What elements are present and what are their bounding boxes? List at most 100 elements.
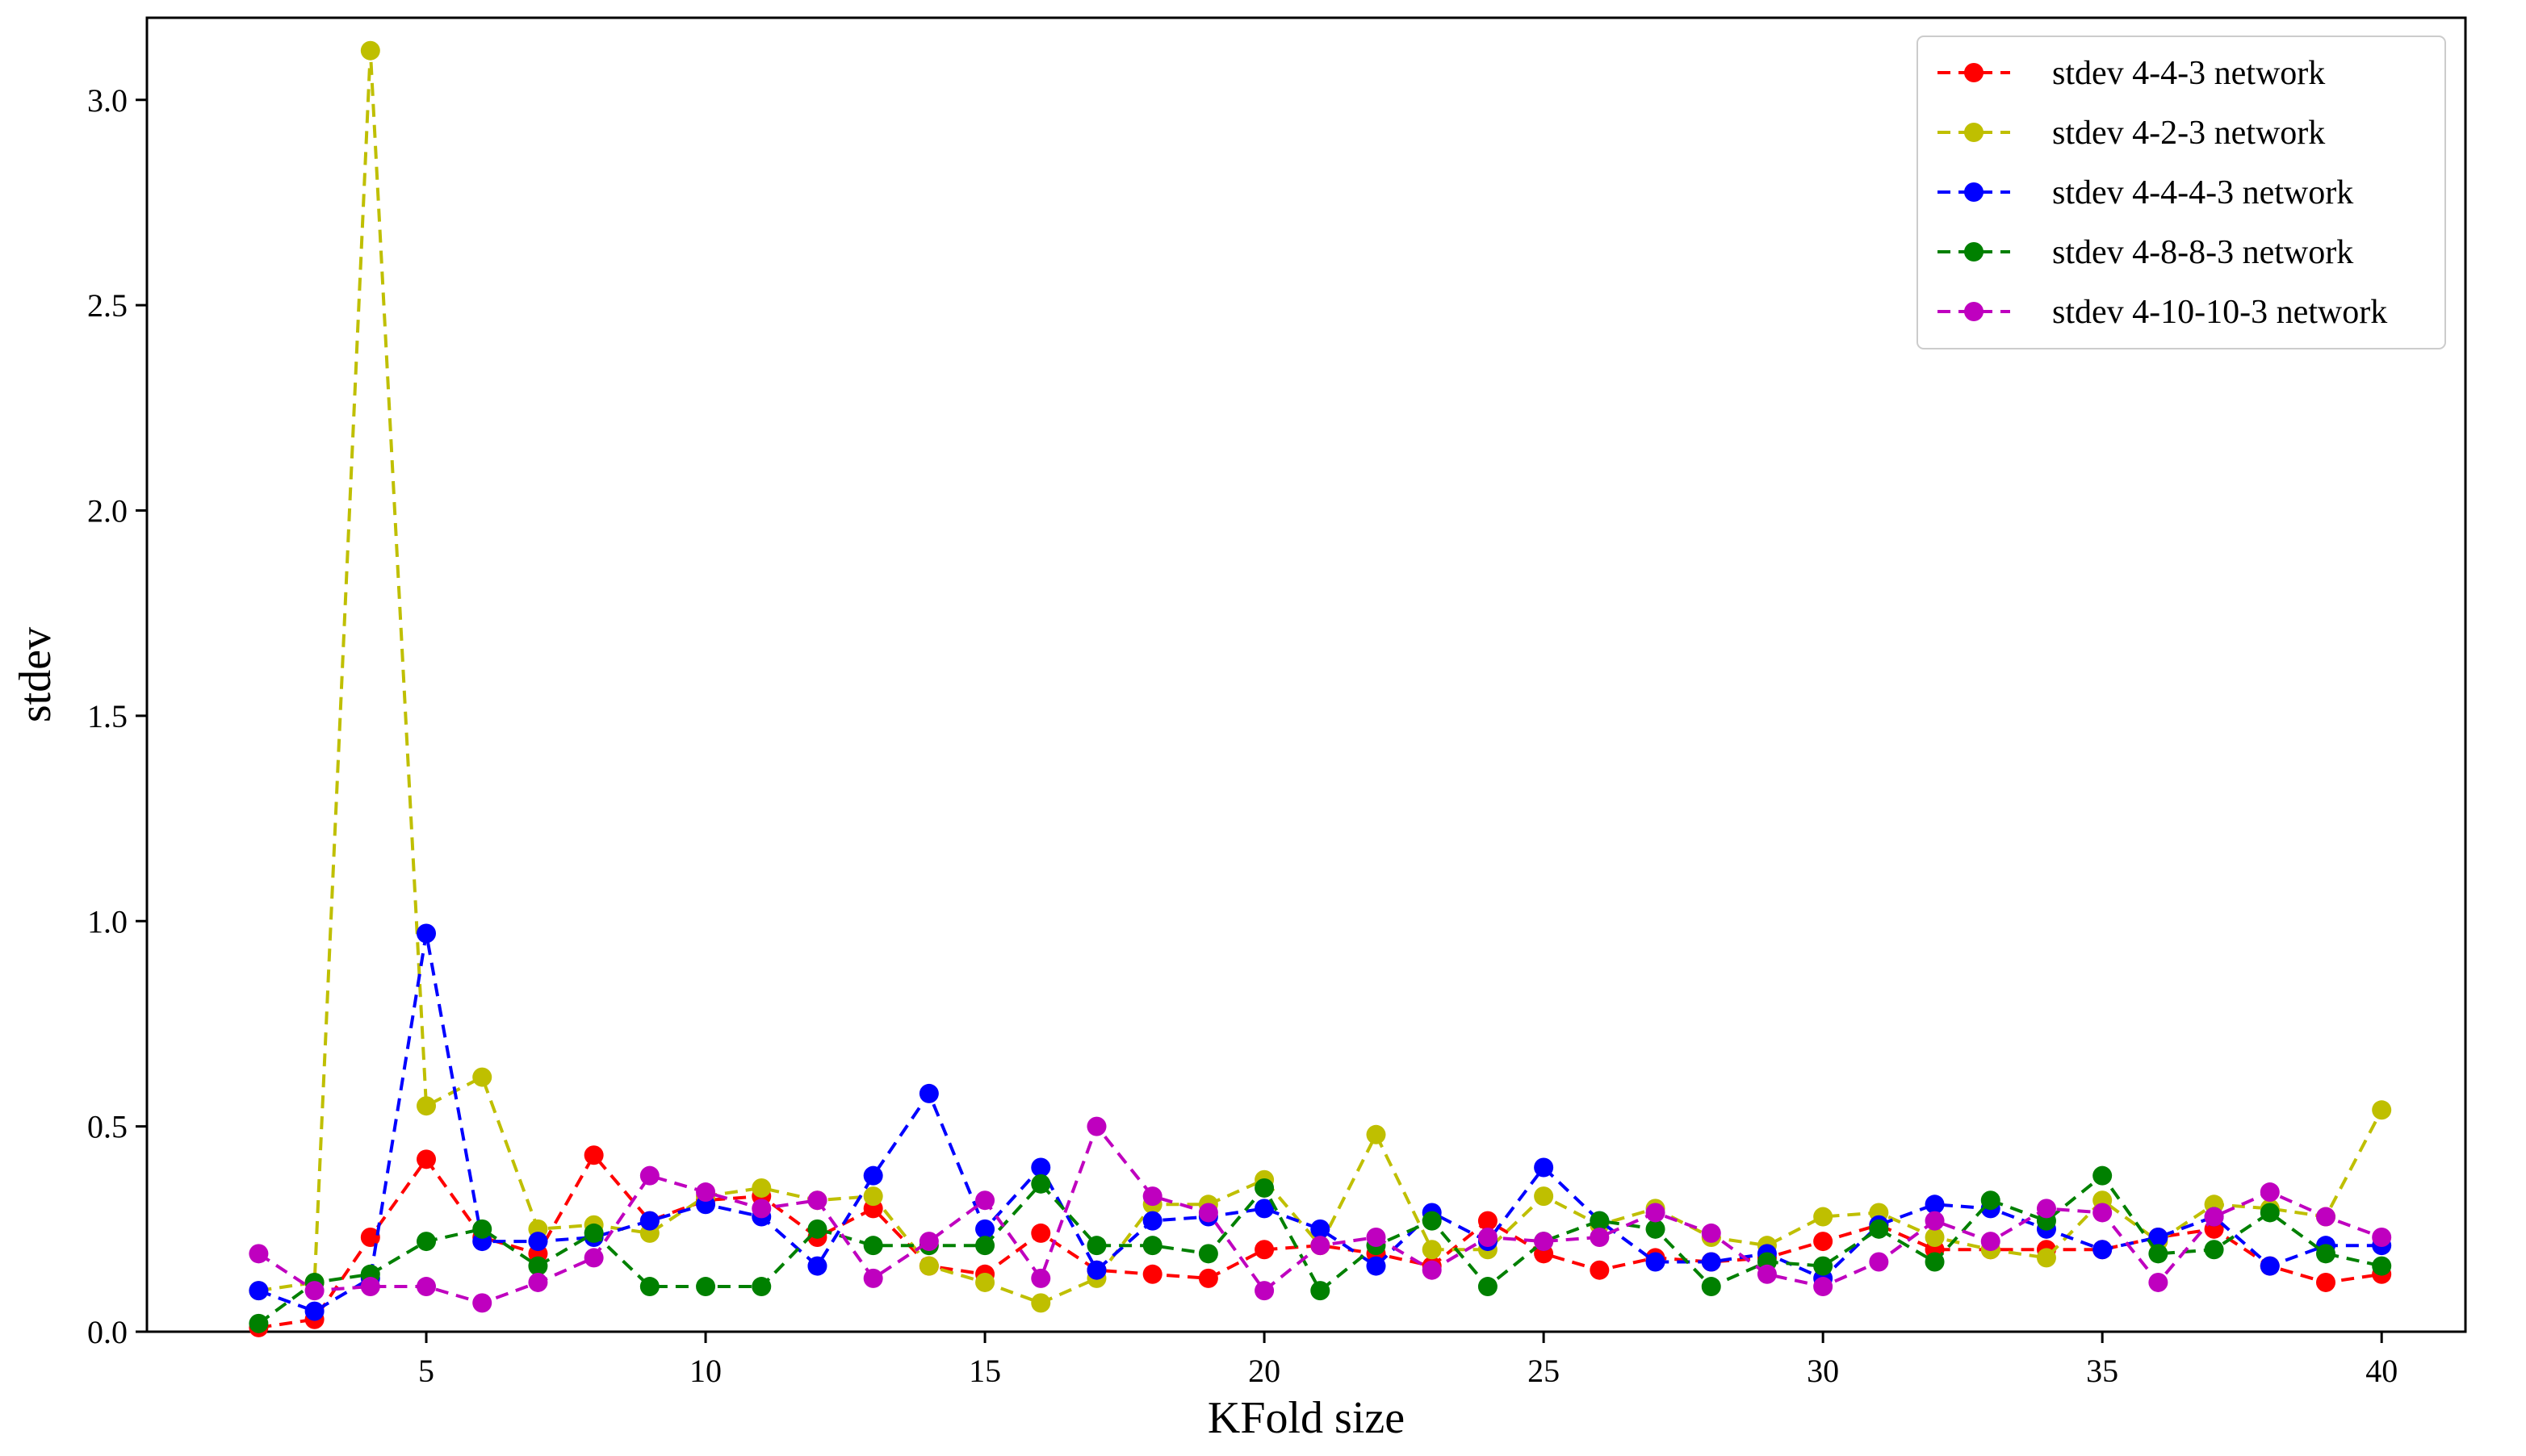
- data-point: [863, 1236, 883, 1256]
- legend-label: stdev 4-2-3 network: [2052, 115, 2325, 152]
- data-point: [752, 1178, 772, 1198]
- data-point: [752, 1199, 772, 1219]
- data-point: [2092, 1203, 2113, 1223]
- data-point: [696, 1277, 716, 1297]
- data-point: [2260, 1256, 2280, 1276]
- data-point: [1255, 1199, 1275, 1219]
- data-point: [2372, 1256, 2392, 1276]
- legend-marker: [1964, 123, 1984, 142]
- data-point: [304, 1281, 325, 1301]
- data-point: [1031, 1157, 1051, 1178]
- data-point: [1645, 1219, 1665, 1239]
- data-point: [1813, 1207, 1833, 1227]
- data-layer: [249, 40, 2392, 1337]
- data-point: [863, 1186, 883, 1207]
- data-point: [304, 1301, 325, 1321]
- data-point: [919, 1256, 939, 1276]
- data-point: [528, 1232, 548, 1252]
- data-point: [1142, 1186, 1162, 1207]
- data-point: [1477, 1227, 1498, 1247]
- data-point: [1031, 1268, 1051, 1288]
- data-point: [249, 1281, 269, 1301]
- data-point: [584, 1223, 604, 1243]
- legend-label: stdev 4-8-8-3 network: [2052, 234, 2353, 271]
- x-tick-label: 20: [1248, 1353, 1280, 1389]
- legend-item: stdev 4-4-4-3 network: [1937, 174, 2353, 211]
- x-axis-title: KFold size: [1208, 1393, 1405, 1443]
- legend-label: stdev 4-4-4-3 network: [2052, 174, 2353, 211]
- data-point: [919, 1083, 939, 1103]
- data-point: [1366, 1124, 1386, 1144]
- data-point: [1534, 1186, 1554, 1207]
- data-point: [1087, 1236, 1107, 1256]
- y-tick-label: 1.5: [87, 698, 128, 734]
- series-line: [258, 933, 2382, 1313]
- data-point: [360, 1277, 380, 1297]
- x-tick-label: 40: [2365, 1353, 2398, 1389]
- data-point: [1701, 1223, 1721, 1243]
- data-point: [639, 1211, 660, 1231]
- data-point: [1255, 1240, 1275, 1260]
- data-point: [639, 1165, 660, 1186]
- data-point: [1422, 1211, 1442, 1231]
- data-point: [417, 1232, 437, 1252]
- data-point: [528, 1272, 548, 1292]
- data-point: [1757, 1264, 1777, 1284]
- y-tick-label: 3.0: [87, 82, 128, 119]
- data-point: [249, 1313, 269, 1333]
- data-point: [975, 1236, 995, 1256]
- data-point: [975, 1190, 995, 1211]
- data-point: [807, 1190, 827, 1211]
- data-point: [639, 1277, 660, 1297]
- data-point: [1813, 1277, 1833, 1297]
- data-point: [1869, 1252, 1889, 1272]
- data-point: [1925, 1195, 1945, 1215]
- x-tick-label: 15: [969, 1353, 1001, 1389]
- data-point: [417, 923, 437, 943]
- data-point: [1087, 1260, 1107, 1280]
- data-point: [1422, 1240, 1442, 1260]
- data-point: [1142, 1264, 1162, 1284]
- data-point: [975, 1272, 995, 1292]
- data-point: [1255, 1178, 1275, 1198]
- data-point: [863, 1165, 883, 1186]
- data-point: [2372, 1100, 2392, 1120]
- data-point: [360, 40, 380, 61]
- data-point: [1422, 1260, 1442, 1280]
- x-tick-label: 30: [1807, 1353, 1839, 1389]
- data-point: [1590, 1260, 1610, 1280]
- y-tick-label: 2.5: [87, 287, 128, 324]
- y-tick-label: 1.0: [87, 903, 128, 939]
- data-point: [2204, 1207, 2224, 1227]
- legend-marker: [1964, 242, 1984, 261]
- y-tick-label: 0.5: [87, 1109, 128, 1145]
- data-point: [1255, 1281, 1275, 1301]
- data-point: [1813, 1256, 1833, 1276]
- data-point: [2204, 1240, 2224, 1260]
- data-point: [2036, 1248, 2056, 1268]
- y-tick-label: 0.0: [87, 1314, 128, 1350]
- data-point: [1925, 1211, 1945, 1231]
- data-point: [807, 1219, 827, 1239]
- data-point: [1925, 1252, 1945, 1272]
- data-point: [528, 1256, 548, 1276]
- data-point: [2148, 1272, 2168, 1292]
- data-point: [472, 1067, 492, 1087]
- legend: stdev 4-4-3 network stdev 4-2-3 network st…: [1916, 36, 2446, 349]
- data-point: [1645, 1203, 1665, 1223]
- data-point: [472, 1293, 492, 1313]
- data-point: [1701, 1277, 1721, 1297]
- data-point: [2315, 1207, 2335, 1227]
- data-point: [1590, 1211, 1610, 1231]
- series-5: [249, 1116, 2392, 1313]
- data-point: [1310, 1281, 1330, 1301]
- data-point: [1980, 1232, 2000, 1252]
- y-axis-title: stdev: [10, 627, 61, 722]
- legend-item: stdev 4-8-8-3 network: [1937, 234, 2353, 271]
- data-point: [1142, 1211, 1162, 1231]
- data-point: [975, 1219, 995, 1239]
- data-point: [1031, 1174, 1051, 1194]
- data-point: [1310, 1236, 1330, 1256]
- data-point: [2092, 1165, 2113, 1186]
- data-point: [1534, 1157, 1554, 1178]
